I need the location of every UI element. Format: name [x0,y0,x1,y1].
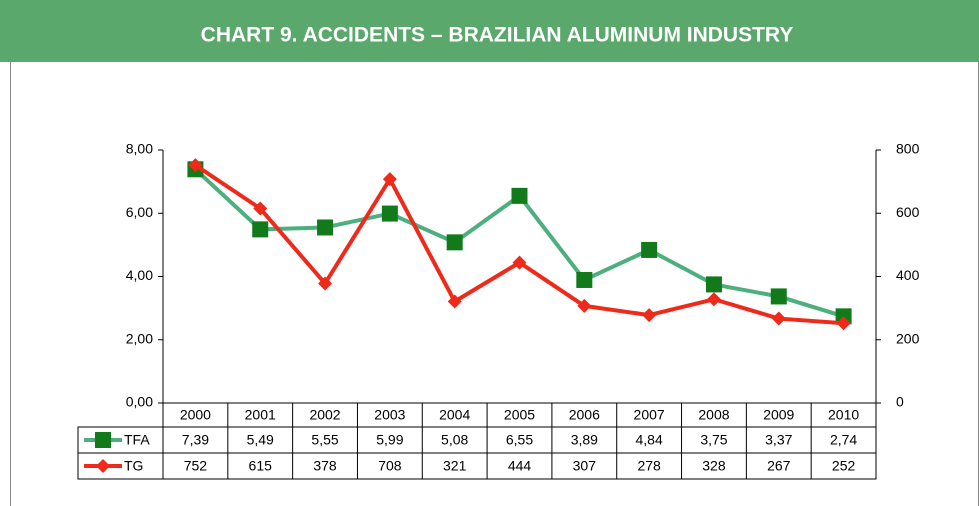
marker [188,158,203,173]
marker [447,294,462,309]
table-value: 4,84 [636,432,663,448]
marker [317,219,334,236]
title-bar [0,0,979,62]
table-value: 708 [378,458,402,474]
table-value: 5,49 [247,432,274,448]
marker [252,221,269,238]
marker [770,288,787,305]
y-tick-label: 8,00 [126,141,153,157]
y-tick-label: 2,00 [126,330,153,346]
marker [706,292,721,307]
table-value: 252 [832,458,856,474]
table-value: 444 [508,458,532,474]
x-tick-label: 2010 [828,407,859,423]
legend-label: TG [124,458,143,474]
y2-tick-label: 200 [896,330,920,346]
marker [96,459,110,473]
y-tick-label: 0,00 [126,394,153,410]
table-value: 615 [249,458,273,474]
y-tick-label: 4,00 [126,267,153,283]
x-tick-label: 2007 [634,407,665,423]
chart-title: CHART 9. ACCIDENTS – BRAZILIAN ALUMINUM … [201,24,794,47]
y2-tick-label: 400 [896,267,920,283]
table-value: 752 [184,458,208,474]
marker [381,205,398,222]
x-tick-label: 2008 [698,407,729,423]
table-value: 5,55 [311,432,338,448]
table-value: 5,08 [441,432,468,448]
y2-tick-label: 0 [896,394,904,410]
marker [771,311,786,326]
table-value: 378 [313,458,337,474]
x-tick-label: 2005 [504,407,535,423]
y2-tick-label: 800 [896,141,920,157]
x-tick-label: 2001 [245,407,276,423]
marker [382,172,397,187]
table-value: 2,74 [830,432,857,448]
x-tick-label: 2000 [180,407,211,423]
marker [253,201,268,216]
table-value: 321 [443,458,467,474]
table-value: 6,55 [506,432,533,448]
x-tick-label: 2009 [763,407,794,423]
table-value: 5,99 [376,432,403,448]
marker [318,276,333,291]
marker [512,255,527,270]
marker [95,432,111,448]
y-tick-label: 6,00 [126,204,153,220]
legend-label: TFA [124,432,150,448]
marker [576,271,593,288]
marker [705,276,722,293]
marker [577,298,592,313]
marker [446,234,463,251]
marker [511,187,528,204]
table-value: 278 [637,458,661,474]
table-value: 3,75 [700,432,727,448]
x-tick-label: 2002 [309,407,340,423]
y2-tick-label: 600 [896,204,920,220]
table-value: 307 [573,458,597,474]
x-tick-label: 2003 [374,407,405,423]
table-value: 328 [702,458,726,474]
x-tick-label: 2004 [439,407,470,423]
table-value: 3,37 [765,432,792,448]
table-value: 267 [767,458,791,474]
x-tick-label: 2006 [569,407,600,423]
table-value: 7,39 [182,432,209,448]
marker [836,316,851,331]
marker [642,308,657,323]
marker [641,241,658,258]
table-value: 3,89 [571,432,598,448]
